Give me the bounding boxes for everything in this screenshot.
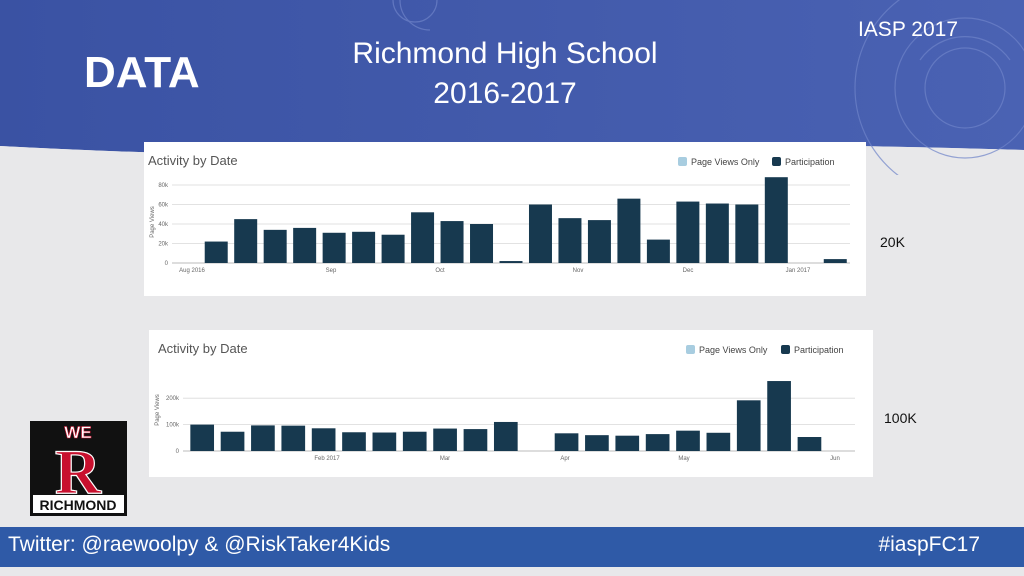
fall-bar	[440, 221, 464, 263]
fall-bar	[411, 212, 435, 263]
spring-xtick-label: May	[678, 456, 689, 462]
activity-chart-fall: Activity by Date Page Views Only Participa…	[144, 142, 866, 296]
scale-note-100k: 100K	[884, 410, 917, 426]
spring-bar	[767, 381, 791, 451]
fall-ylabel: Page Views	[150, 206, 156, 238]
fall-bar	[735, 204, 759, 263]
fall-xtick-label: Aug 2016	[179, 268, 205, 274]
decorative-dial	[392, 0, 1024, 175]
activity-chart-fall-svg: Activity by Date Page Views Only Participa…	[148, 153, 850, 274]
fall-xtick-label: Nov	[573, 268, 584, 274]
fall-bar	[352, 231, 376, 263]
spring-title: Activity by Date	[158, 341, 248, 356]
fall-legend-page-views: Page Views Only	[691, 157, 760, 167]
event-label: IASP 2017	[857, 18, 958, 41]
spring-ytick-label: 100k	[166, 423, 180, 429]
fall-ytick-label: 0	[165, 261, 169, 267]
fall-xtick-label: Sep	[326, 268, 337, 274]
fall-bar	[705, 203, 729, 263]
spring-bar	[433, 428, 457, 451]
spring-bar	[706, 432, 731, 451]
fall-ytick-label: 40k	[158, 222, 169, 228]
richmond-logo-image: WE R RICHMOND	[30, 421, 127, 516]
spring-ylabel: Page Views	[155, 394, 161, 426]
spring-bar	[493, 421, 518, 451]
spring-xtick-label: Apr	[560, 456, 569, 462]
fall-bar	[470, 224, 494, 263]
spring-bar	[736, 400, 761, 451]
spring-bar	[342, 432, 366, 451]
spring-bar	[190, 424, 215, 451]
spring-bar	[585, 435, 609, 451]
fall-bar	[646, 239, 670, 263]
fall-bar	[617, 198, 641, 263]
spring-legend-swatch-participation	[781, 345, 790, 354]
spring-bar	[676, 430, 700, 451]
fall-bar	[293, 227, 317, 263]
fall-title: Activity by Date	[148, 153, 238, 168]
fall-ytick-label: 80k	[158, 183, 169, 189]
fall-bar	[558, 218, 582, 263]
fall-bar	[676, 201, 700, 263]
fall-bar	[322, 232, 346, 263]
spring-bar	[554, 433, 579, 451]
fall-xtick-label: Oct	[435, 268, 445, 274]
spring-bar	[220, 431, 245, 451]
fall-bar	[764, 177, 788, 263]
spring-legend-swatch-page-views	[686, 345, 695, 354]
fall-bar	[263, 229, 287, 263]
spring-bar	[372, 432, 397, 451]
spring-bar	[615, 435, 640, 451]
spring-legend-participation: Participation	[794, 345, 844, 355]
footer-base	[0, 567, 1024, 576]
fall-legend-swatch-participation	[772, 157, 781, 166]
spring-bar	[645, 434, 670, 451]
fall-bar	[823, 259, 847, 263]
richmond-logo: WE R RICHMOND	[30, 421, 127, 516]
spring-bar	[797, 437, 822, 451]
fall-ytick-label: 20k	[158, 242, 169, 248]
fall-bar	[587, 220, 611, 263]
spring-bar	[311, 428, 336, 451]
activity-chart-spring: Activity by Date Page Views Only Participa…	[149, 330, 873, 477]
svg-text:WE: WE	[64, 423, 91, 442]
spring-ytick-label: 0	[176, 449, 180, 455]
spring-ytick-label: 200k	[166, 396, 180, 402]
spring-legend-page-views: Page Views Only	[699, 345, 768, 355]
twitter-handles: Twitter: @raewoolpy & @RiskTaker4Kids	[8, 533, 391, 556]
spring-xtick-label: Feb 2017	[314, 456, 340, 462]
school-name: Richmond High School	[352, 37, 658, 70]
fall-xtick-label: Dec	[683, 268, 694, 274]
fall-legend-swatch-page-views	[678, 157, 687, 166]
spring-xtick-label: Mar	[440, 456, 450, 462]
svg-text:RICHMOND: RICHMOND	[40, 497, 117, 513]
slide-title: DATA	[84, 48, 200, 97]
hashtag: #iaspFC17	[878, 533, 980, 556]
spring-bar	[402, 431, 427, 451]
fall-bar	[499, 261, 523, 263]
fall-bar	[381, 234, 405, 263]
spring-bar	[281, 425, 306, 451]
fall-bar	[204, 241, 228, 263]
spring-bar	[463, 429, 488, 451]
fall-bar	[528, 204, 552, 263]
footer-bar: Twitter: @raewoolpy & @RiskTaker4Kids #i…	[0, 527, 1024, 567]
fall-bar	[234, 219, 258, 263]
fall-ytick-label: 60k	[158, 203, 169, 209]
school-title: Richmond High School 2016-2017	[300, 34, 710, 114]
fall-xtick-label: Jan 2017	[786, 268, 811, 274]
activity-chart-spring-svg: Activity by Date Page Views Only Participa…	[155, 341, 855, 462]
fall-legend-participation: Participation	[785, 157, 835, 167]
spring-bar	[251, 425, 275, 451]
scale-note-20k: 20K	[880, 234, 905, 250]
school-years: 2016-2017	[433, 77, 577, 110]
spring-xtick-label: Jun	[830, 456, 840, 462]
